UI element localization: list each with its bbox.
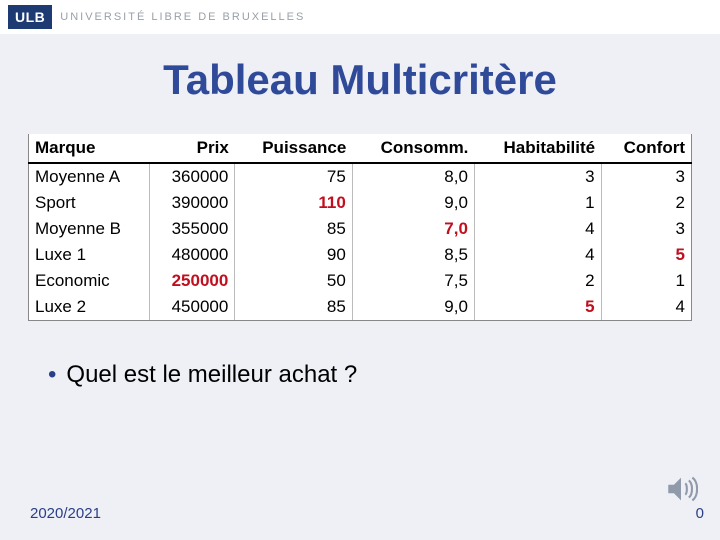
table-cell: 110 <box>235 190 353 216</box>
table-cell: Moyenne B <box>29 216 150 242</box>
logo: ULB <box>8 5 52 29</box>
column-header: Prix <box>150 134 235 163</box>
table-row: Economic250000507,521 <box>29 268 692 294</box>
table-cell: 90 <box>235 242 353 268</box>
criteria-table-wrap: MarquePrixPuissanceConsomm.HabitabilitéC… <box>28 134 692 321</box>
footer-year: 2020/2021 <box>30 505 101 522</box>
table-cell: 8,0 <box>352 163 474 190</box>
table-cell: 4 <box>474 216 601 242</box>
table-cell: 2 <box>601 190 691 216</box>
table-cell: 355000 <box>150 216 235 242</box>
table-cell: 1 <box>601 268 691 294</box>
table-cell: Moyenne A <box>29 163 150 190</box>
table-cell: 9,0 <box>352 190 474 216</box>
table-cell: 5 <box>474 294 601 321</box>
table-row: Luxe 2450000859,054 <box>29 294 692 321</box>
table-row: Moyenne B355000857,043 <box>29 216 692 242</box>
table-cell: Sport <box>29 190 150 216</box>
university-name: UNIVERSITÉ LIBRE DE BRUXELLES <box>60 11 305 23</box>
speaker-icon <box>664 472 698 506</box>
table-cell: 85 <box>235 294 353 321</box>
table-cell: 7,5 <box>352 268 474 294</box>
question-text: Quel est le meilleur achat ? <box>66 361 357 388</box>
table-row: Moyenne A360000758,033 <box>29 163 692 190</box>
table-cell: 5 <box>601 242 691 268</box>
table-row: Sport3900001109,012 <box>29 190 692 216</box>
table-cell: 7,0 <box>352 216 474 242</box>
table-cell: 50 <box>235 268 353 294</box>
table-cell: 1 <box>474 190 601 216</box>
criteria-table: MarquePrixPuissanceConsomm.HabitabilitéC… <box>28 134 692 321</box>
header-bar: ULB UNIVERSITÉ LIBRE DE BRUXELLES <box>0 0 720 34</box>
column-header: Puissance <box>235 134 353 163</box>
table-cell: 480000 <box>150 242 235 268</box>
table-cell: 3 <box>601 216 691 242</box>
bullet-dot: • <box>48 361 56 388</box>
table-cell: 85 <box>235 216 353 242</box>
table-cell: 3 <box>474 163 601 190</box>
column-header: Confort <box>601 134 691 163</box>
table-cell: 9,0 <box>352 294 474 321</box>
table-cell: 360000 <box>150 163 235 190</box>
table-row: Luxe 1480000908,545 <box>29 242 692 268</box>
table-cell: 450000 <box>150 294 235 321</box>
question-bullet: • Quel est le meilleur achat ? <box>48 361 720 389</box>
column-header: Marque <box>29 134 150 163</box>
table-cell: 2 <box>474 268 601 294</box>
table-cell: 8,5 <box>352 242 474 268</box>
table-cell: 4 <box>601 294 691 321</box>
table-cell: Luxe 2 <box>29 294 150 321</box>
slide-title: Tableau Multicritère <box>0 56 720 104</box>
footer-page: 0 <box>696 505 704 522</box>
table-cell: Economic <box>29 268 150 294</box>
table-cell: 250000 <box>150 268 235 294</box>
table-cell: Luxe 1 <box>29 242 150 268</box>
table-cell: 390000 <box>150 190 235 216</box>
column-header: Habitabilité <box>474 134 601 163</box>
table-cell: 4 <box>474 242 601 268</box>
table-cell: 75 <box>235 163 353 190</box>
column-header: Consomm. <box>352 134 474 163</box>
table-cell: 3 <box>601 163 691 190</box>
